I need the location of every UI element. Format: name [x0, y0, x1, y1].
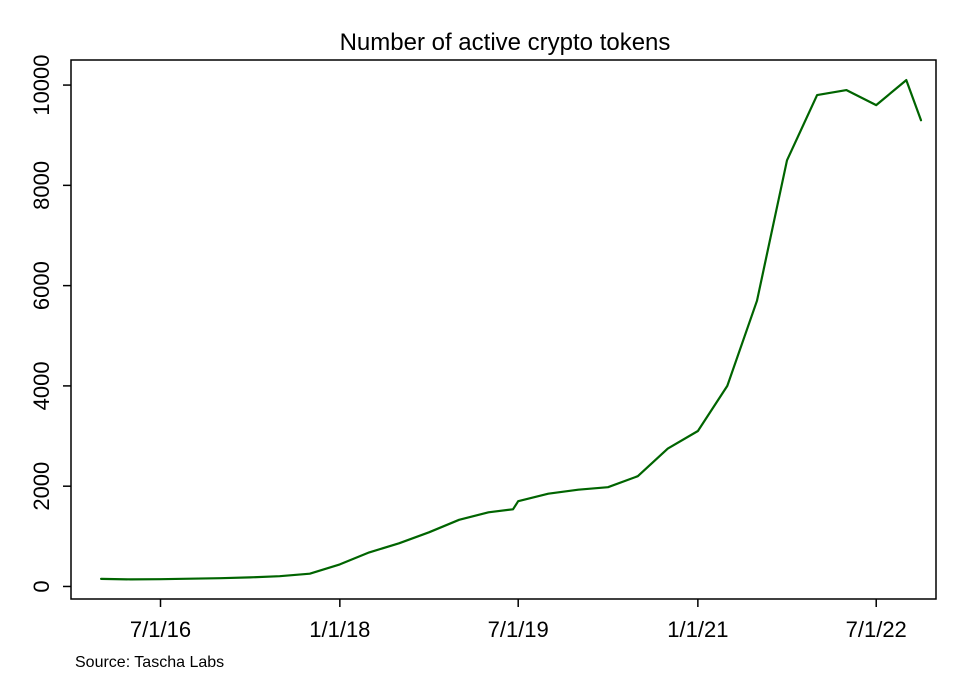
chart-title: Number of active crypto tokens	[340, 29, 671, 56]
x-axis: 7/1/16 1/1/18 7/1/19 1/1/21 7/1/22	[130, 599, 907, 642]
y-tick-label: 4000	[29, 361, 54, 410]
y-tick-label: 0	[29, 580, 54, 592]
x-tick-label: 7/1/19	[488, 617, 549, 642]
plot-frame	[70, 59, 937, 600]
x-tick-label: 7/1/22	[846, 617, 907, 642]
y-axis: 0 2000 4000 6000 8000 10000	[29, 54, 71, 593]
y-tick-label: 10000	[29, 54, 54, 115]
y-tick-label: 6000	[29, 261, 54, 310]
x-tick-label: 7/1/16	[130, 617, 191, 642]
y-tick-label: 8000	[29, 161, 54, 210]
source-note: Source: Tascha Labs	[75, 654, 224, 671]
series-line	[99, 78, 923, 581]
x-tick-label: 1/1/21	[667, 617, 728, 642]
x-tick-label: 1/1/18	[309, 617, 370, 642]
y-tick-label: 2000	[29, 462, 54, 511]
series-layer	[99, 78, 923, 581]
